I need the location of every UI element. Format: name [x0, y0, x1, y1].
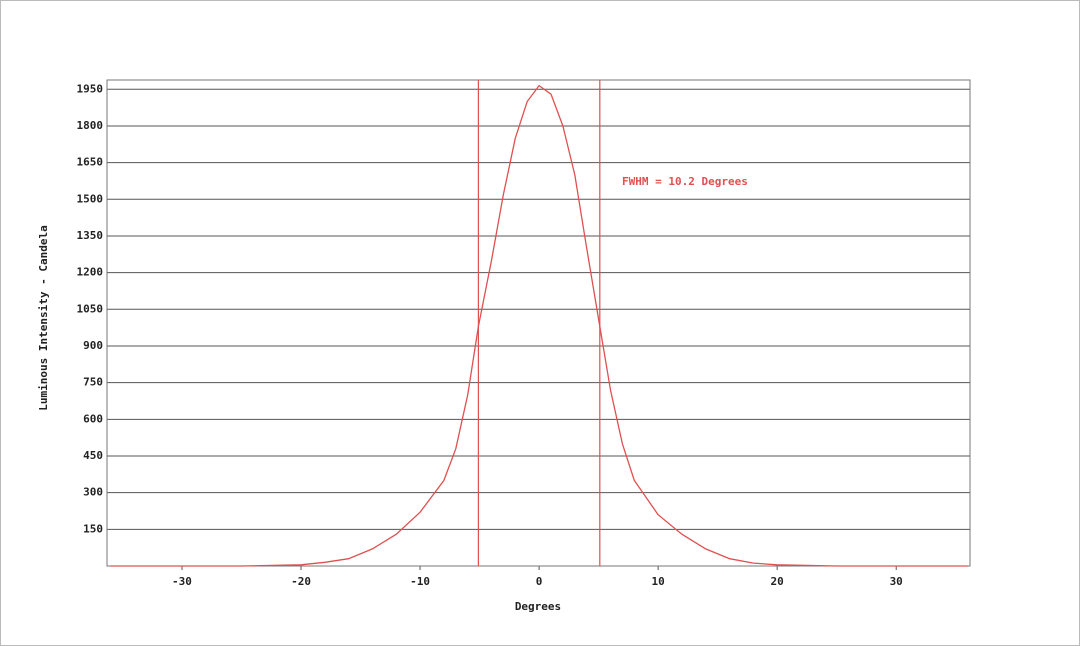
- x-axis-label: Degrees: [515, 600, 561, 613]
- x-tick-label: 30: [890, 575, 903, 588]
- y-tick-label: 1800: [77, 119, 104, 132]
- y-tick-label: 1350: [77, 229, 104, 242]
- y-axis-label: Luminous Intensity - Candela: [37, 225, 50, 410]
- y-tick-label: 1200: [77, 266, 104, 279]
- y-tick-label: 1500: [77, 192, 104, 205]
- intensity-curve: [110, 84, 968, 567]
- annotation: FWHM = 10.2 Degrees: [622, 175, 748, 188]
- x-tick-label: 10: [652, 575, 665, 588]
- x-tick-label: -20: [291, 575, 311, 588]
- y-tick-label: 900: [83, 339, 103, 352]
- y-tick-label: 1650: [77, 156, 104, 169]
- y-tick-label: 150: [83, 522, 103, 535]
- y-tick-label: 1050: [77, 302, 104, 315]
- y-tick-label: 750: [83, 376, 103, 389]
- y-tick-label: 450: [83, 449, 103, 462]
- y-tick-label: 300: [83, 486, 103, 499]
- x-tick-label: -30: [172, 575, 192, 588]
- x-tick-label: 0: [536, 575, 543, 588]
- y-tick-label: 1950: [77, 82, 104, 95]
- y-tick-label: 600: [83, 412, 103, 425]
- x-tick-label: -10: [410, 575, 430, 588]
- x-tick-label: 20: [771, 575, 784, 588]
- plot-area: [106, 79, 971, 567]
